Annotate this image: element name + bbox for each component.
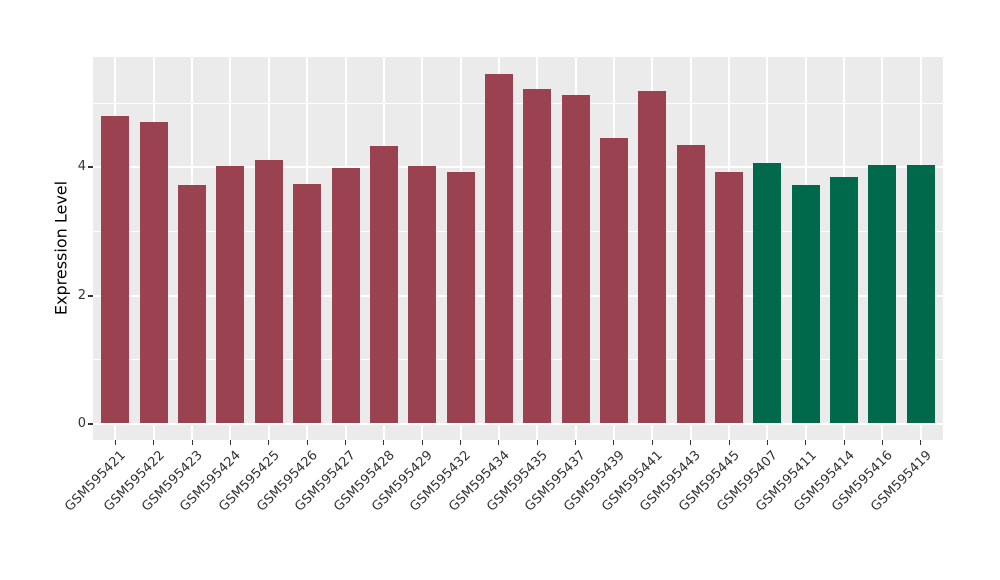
- bar-GSM595422: [139, 121, 168, 423]
- x-tick: [613, 440, 615, 445]
- grid-line-major: [93, 166, 943, 169]
- bar-GSM595432: [446, 171, 475, 423]
- x-tick: [881, 440, 883, 445]
- x-tick: [920, 440, 922, 445]
- bar-GSM595429: [408, 165, 437, 423]
- x-tick: [498, 440, 500, 445]
- bar-GSM595441: [638, 90, 667, 423]
- bar-GSM595411: [791, 185, 820, 423]
- grid-line-major: [93, 423, 943, 425]
- x-tick: [651, 440, 653, 445]
- chart-panel: [93, 57, 943, 440]
- x-tick: [345, 440, 346, 445]
- bar-GSM595421: [101, 115, 130, 423]
- y-tick: [88, 294, 93, 297]
- y-tick: [88, 166, 93, 169]
- x-tick: [460, 440, 462, 445]
- x-tick: [229, 440, 231, 445]
- x-tick: [268, 440, 270, 445]
- bar-GSM595424: [216, 165, 245, 423]
- x-tick: [536, 440, 538, 445]
- x-tick: [728, 440, 730, 445]
- y-tick-label: 0: [77, 416, 86, 431]
- x-tick: [575, 440, 577, 445]
- bar-GSM595445: [715, 171, 743, 423]
- grid-line-major: [93, 294, 943, 297]
- bar-GSM595419: [906, 164, 935, 423]
- bar-GSM595423: [178, 185, 207, 423]
- x-tick: [383, 440, 385, 445]
- x-tick: [690, 440, 692, 445]
- bar-GSM595435: [523, 88, 552, 423]
- x-tick: [766, 440, 768, 445]
- bar-GSM595414: [830, 177, 859, 423]
- bar-GSM595443: [676, 144, 705, 423]
- grid-line-minor: [93, 359, 943, 361]
- y-tick-label: 4: [77, 159, 86, 175]
- y-tick-label: 2: [77, 287, 86, 303]
- bar-GSM595425: [254, 160, 283, 423]
- x-tick: [191, 440, 193, 445]
- y-tick: [88, 423, 93, 425]
- grid-line-minor: [93, 102, 943, 104]
- bar-GSM595426: [293, 183, 322, 423]
- bar-GSM595437: [561, 95, 590, 423]
- x-tick: [805, 440, 807, 445]
- bar-GSM595407: [753, 163, 782, 423]
- x-tick: [153, 440, 155, 445]
- grid-line-minor: [93, 230, 943, 232]
- x-tick: [306, 440, 308, 445]
- x-tick: [114, 440, 116, 445]
- bar-GSM595428: [369, 146, 398, 423]
- x-tick: [843, 440, 845, 445]
- bar-GSM595427: [331, 167, 360, 423]
- bar-GSM595416: [868, 164, 897, 423]
- x-tick: [421, 440, 423, 445]
- bar-GSM595434: [484, 74, 513, 423]
- bar-GSM595439: [599, 137, 628, 423]
